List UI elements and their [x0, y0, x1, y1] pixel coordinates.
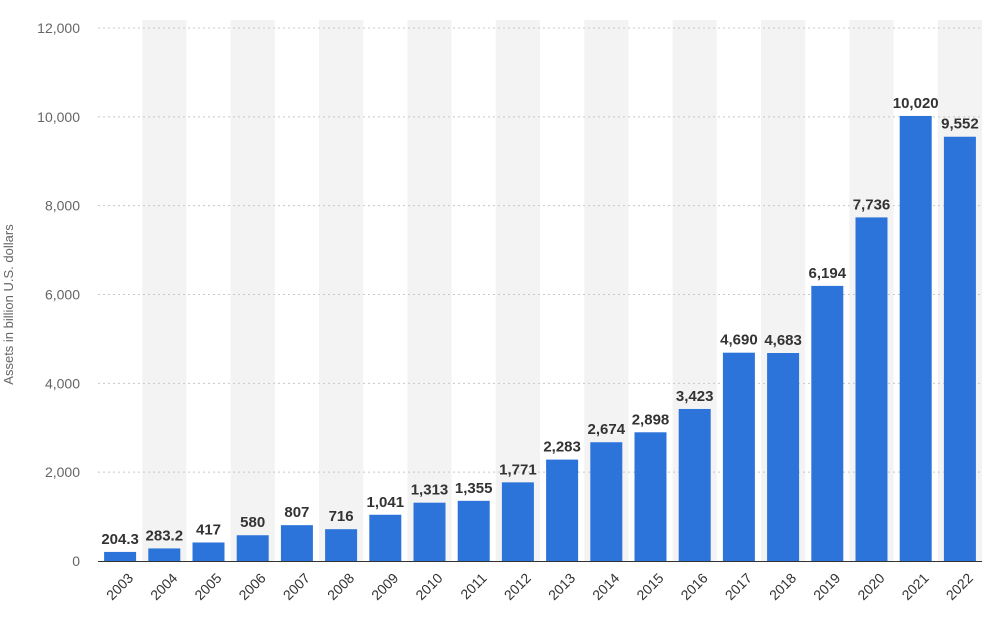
category-band	[407, 20, 452, 561]
y-tick-label: 8,000	[45, 198, 80, 214]
x-tick-label: 2010	[412, 570, 445, 603]
x-tick-label: 2016	[677, 570, 710, 603]
data-label: 9,552	[941, 116, 979, 133]
category-band	[142, 20, 187, 561]
x-tick-label: 2012	[501, 570, 534, 603]
data-label: 204.3	[101, 531, 139, 548]
bar	[767, 352, 800, 561]
y-axis-title: Assets in billion U.S. dollars	[1, 224, 16, 385]
bar	[855, 217, 888, 561]
y-tick-label: 4,000	[45, 375, 80, 391]
y-tick-label: 12,000	[37, 20, 80, 36]
x-tick-label: 2017	[722, 570, 755, 603]
x-axis-tick-labels: 2003 2004 2005 2006 2007 2008 2009 2010 2011 2012…	[103, 570, 976, 603]
bar	[899, 115, 932, 561]
data-label: 10,020	[893, 95, 939, 112]
bar	[590, 442, 623, 561]
bar	[722, 352, 755, 561]
data-label: 1,771	[499, 461, 537, 478]
y-axis-tick-labels: 0 2,000 4,000 6,000 8,000 10,000 12,000	[37, 20, 80, 569]
data-label: 6,194	[809, 265, 847, 282]
bar	[280, 525, 313, 561]
x-tick-label: 2015	[633, 570, 666, 603]
x-tick-label: 2005	[191, 570, 224, 603]
bar	[943, 136, 976, 561]
bar	[369, 514, 402, 561]
x-tick-label: 2013	[545, 570, 578, 603]
data-label: 283.2	[146, 527, 184, 544]
data-label: 7,736	[853, 196, 891, 213]
data-label: 2,674	[588, 421, 626, 438]
x-tick-label: 2020	[854, 570, 887, 603]
bar	[413, 502, 446, 561]
x-tick-label: 2022	[943, 570, 976, 603]
data-label: 1,313	[411, 482, 449, 499]
bar	[236, 535, 269, 561]
data-label: 4,690	[720, 332, 758, 349]
bars	[104, 115, 976, 561]
data-label: 807	[284, 504, 309, 521]
x-tick-label: 2009	[368, 570, 401, 603]
category-band	[319, 20, 364, 561]
x-tick-label: 2011	[457, 570, 490, 603]
data-label: 716	[329, 508, 354, 525]
x-tick-label: 2008	[324, 570, 357, 603]
y-tick-label: 2,000	[45, 464, 80, 480]
x-tick-label: 2018	[766, 570, 799, 603]
x-tick-label: 2021	[898, 570, 931, 603]
x-tick-label: 2019	[810, 570, 843, 603]
bar	[192, 542, 225, 561]
bar	[325, 529, 358, 561]
data-label: 1,041	[367, 494, 405, 511]
bar	[811, 285, 844, 561]
bar	[148, 548, 181, 561]
x-tick-label: 2007	[280, 570, 313, 603]
bar	[104, 551, 137, 561]
data-label: 4,683	[764, 332, 802, 349]
category-band	[230, 20, 275, 561]
bar	[457, 500, 490, 561]
x-tick-label: 2003	[103, 570, 136, 603]
data-label: 3,423	[676, 388, 714, 405]
x-tick-label: 2004	[147, 570, 180, 603]
bar	[501, 482, 534, 561]
data-label: 580	[240, 514, 265, 531]
category-band	[495, 20, 540, 561]
y-tick-label: 6,000	[45, 287, 80, 303]
x-tick-label: 2006	[235, 570, 268, 603]
x-tick-label: 2014	[589, 570, 622, 603]
data-label: 417	[196, 521, 221, 538]
y-tick-label: 10,000	[37, 109, 80, 125]
bar	[546, 459, 579, 561]
bar	[678, 408, 711, 561]
data-label: 1,355	[455, 480, 493, 497]
y-tick-label: 0	[72, 553, 80, 569]
data-label: 2,898	[632, 411, 670, 428]
bar	[634, 432, 667, 561]
data-label: 2,283	[543, 439, 581, 456]
data-labels: 204.3 283.2 417 580 807 716 1,041 1,313 1,355 1,7…	[101, 95, 978, 548]
